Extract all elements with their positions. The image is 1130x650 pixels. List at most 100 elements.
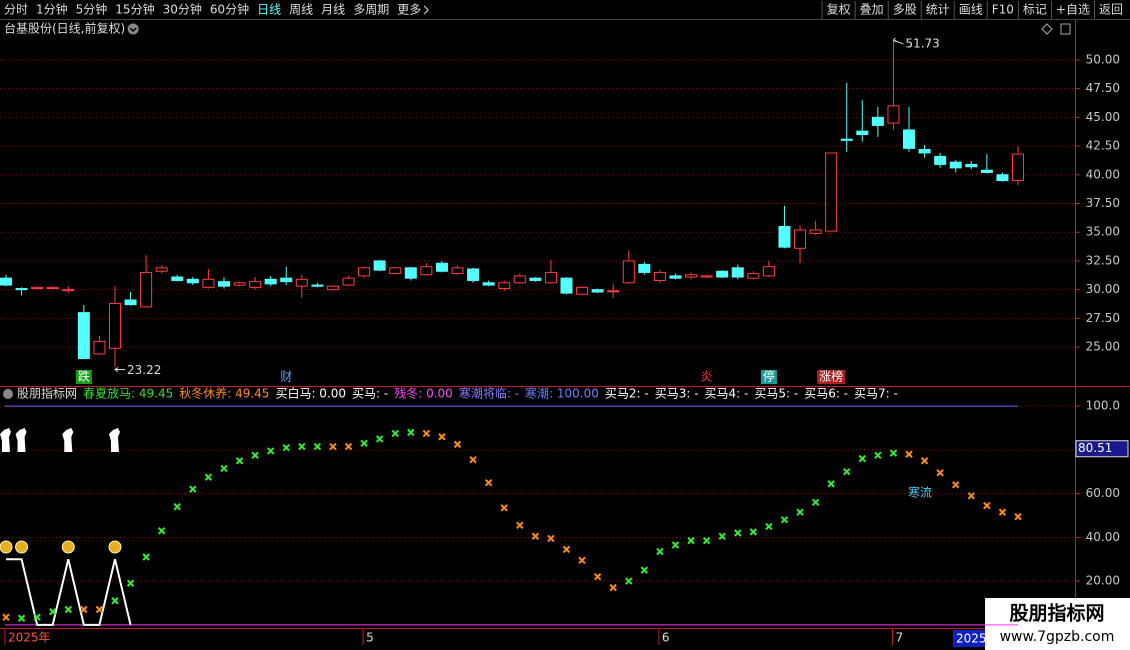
indicator-readout: 买马7: - [854,387,898,401]
cross-marker [80,605,88,614]
candle-body [311,284,324,287]
period-tab[interactable]: 5分钟 [76,2,108,17]
cross-marker [422,429,431,438]
indicator-readout: 残冬: 0.00 [394,386,453,401]
indicator-readout: 寒潮将临: - [459,386,519,401]
candle-body [638,263,651,273]
signal-marker: 涨榜 [819,369,843,384]
candle-body [108,302,121,349]
indicator-readout: 买马6: - [804,387,848,401]
indicator-readout: 秋冬休养: 49.45 [179,386,269,401]
cross-marker [516,521,524,530]
y-tick-label: 50.00 [1086,52,1120,66]
cross-marker [313,442,322,451]
tool-button[interactable]: 标记 [1023,3,1047,17]
tool-button[interactable]: 返回 [1099,3,1123,17]
period-tab[interactable]: 分时 [4,3,28,17]
cross-marker [391,429,399,438]
dropdown-chevron [129,27,137,33]
candle-body [996,174,1009,182]
cross-marker [2,613,10,621]
period-tab[interactable]: 30分钟 [163,2,202,17]
cursor-value-box [1075,440,1129,458]
tool-button[interactable]: 统计 [926,3,950,17]
candle-body [295,278,308,287]
cross-marker [407,428,415,437]
indicator-readout: 寒潮: 100.00 [525,386,599,401]
candle-body [903,129,916,149]
candle-body [840,138,853,141]
candle-body [358,267,371,277]
candle-body [435,262,448,272]
signal-marker: 财 [280,370,292,384]
cross-marker [874,451,882,460]
tool-button[interactable]: +自选 [1056,3,1090,17]
cross-marker [111,597,119,605]
candle-body [700,275,713,278]
signal-marker-bg [75,370,92,384]
period-tab[interactable]: 周线 [289,3,313,17]
cross-marker [298,442,306,451]
horse-icon [62,428,74,452]
candle-body [949,161,962,169]
period-tab[interactable]: 15分钟 [115,2,154,17]
signal-marker-bg [760,370,777,384]
candle-body [171,276,184,281]
high-label: 51.73 [905,37,939,51]
cross-marker [656,547,664,556]
cross-marker [889,449,898,457]
candle-body [140,271,153,308]
cross-marker [671,541,680,549]
signal-marker-bg [817,370,846,384]
cross-marker [531,532,540,540]
tool-button[interactable]: 多股 [893,3,917,17]
candle-body [731,267,744,278]
period-tab[interactable]: 多周期 [353,3,389,17]
period-tab[interactable]: 60分钟 [210,2,249,17]
signal-marker: 停 [763,369,775,384]
cross-marker [734,529,742,537]
diamond-icon[interactable] [1041,23,1053,35]
cursor-date-box [953,630,985,647]
dropdown-icon[interactable] [127,23,139,35]
cross-marker [967,492,975,500]
cross-marker [500,504,508,512]
candle-body [794,229,807,249]
candle-body [529,277,542,281]
cross-marker [126,579,135,587]
panel-icon[interactable] [1060,23,1071,35]
tool-button[interactable]: 叠加 [860,3,884,17]
cross-marker [235,457,244,465]
cross-marker [811,498,820,507]
period-tab[interactable]: 月线 [321,3,345,17]
indicator-icon[interactable] [3,389,13,399]
annotation: 寒流 [908,485,932,500]
tool-button[interactable]: 画线 [959,3,983,17]
cross-marker [189,485,197,493]
cross-marker [1014,512,1022,521]
cross-marker [375,435,384,443]
tool-button[interactable]: 复权 [827,3,851,17]
cross-marker [749,528,758,536]
cross-marker [609,583,617,592]
horse-icon [15,428,27,452]
candle-body [576,286,589,295]
cross-marker [95,605,104,614]
period-tab[interactable]: 1分钟 [36,2,68,17]
cross-marker [220,464,228,473]
money-bag-icon [61,540,75,554]
candle-body [887,105,900,124]
candle-body [498,282,511,290]
period-tab[interactable]: 日线 [257,3,281,17]
low-label: 23.22 [127,363,161,377]
candle-body [451,267,464,275]
cross-marker [593,572,602,581]
signal-marker: 炎 [701,370,713,384]
y-tick-label: 42.50 [1086,139,1120,153]
period-tab[interactable]: 更多 [397,3,421,17]
candle-body [778,225,791,248]
cross-marker [142,553,150,561]
tool-button[interactable]: F10 [992,3,1014,17]
